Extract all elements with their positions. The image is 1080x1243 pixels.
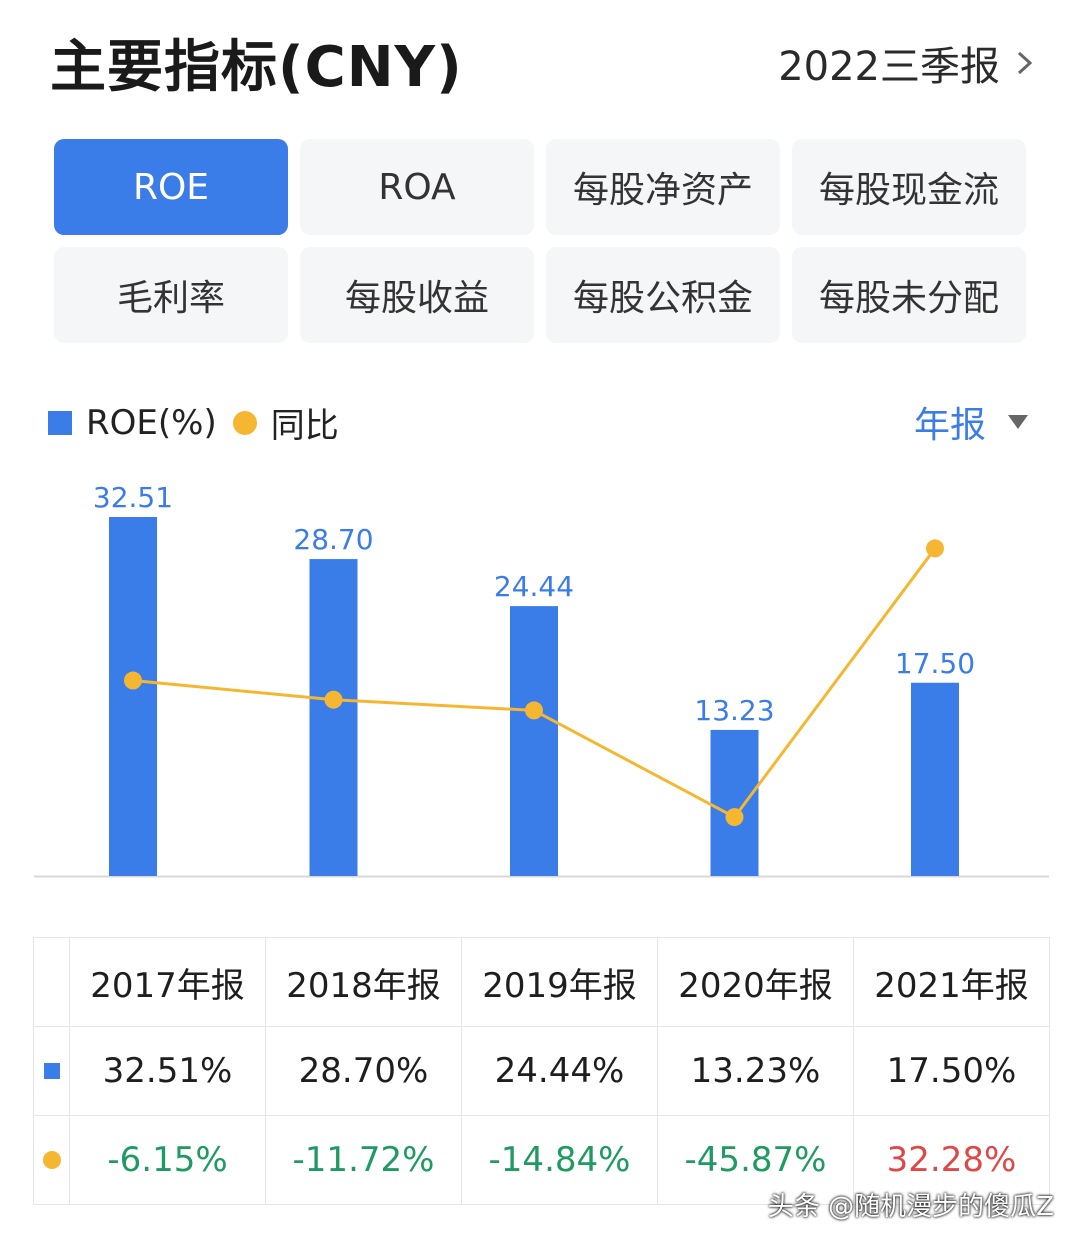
report-type-dropdown[interactable]: 年报 [914,396,1028,448]
table-header-cell: 2017年报 [70,938,266,1027]
metric-tabs: ROE ROA 每股净资产 每股现金流 毛利率 每股收益 每股公积金 每股未分配 [54,139,1026,343]
table-cell: 28.70% [266,1027,462,1116]
roe-bar [911,682,959,876]
dropdown-triangle-icon [1008,415,1028,429]
roe-bar [710,729,759,876]
table-cell: 17.50% [854,1027,1050,1116]
watermark: 头条 @随机漫步的傻瓜Z [767,1192,1054,1222]
bar-value-label: 13.23 [694,694,774,727]
yoy-point [926,539,944,558]
roe-bar [510,606,558,876]
yoy-row-marker [34,1116,70,1205]
page-title: 主要指标(CNY) [50,35,463,100]
table-header-cell: 2020年报 [658,938,854,1027]
tab-roa[interactable]: ROA [300,139,534,235]
report-type-label: 年报 [913,405,986,446]
table-cell: 32.28% [854,1116,1050,1205]
roe-bar [109,517,157,876]
period-selector[interactable]: 2022三季报 [778,34,1036,92]
roe-chart: 32.51 28.70 24.44 13.23 17.50 [34,481,1049,878]
tab-gross-margin[interactable]: 毛利率 [54,247,288,343]
chevron-right-icon [1017,51,1033,75]
tab-reserve-per-share[interactable]: 每股公积金 [546,247,780,343]
legend-line-swatch [232,410,257,435]
yoy-point [324,690,343,709]
tab-roe[interactable]: ROE [54,139,288,235]
table-header-cell: 2019年报 [462,938,658,1027]
tab-eps[interactable]: 每股收益 [300,247,534,343]
yoy-point [725,808,744,827]
table-corner-cell [34,938,70,1027]
chart-legend: ROE(%) 同比 [48,398,339,447]
table-cell: -11.72% [266,1116,462,1205]
blue-square-icon [43,1063,60,1079]
tab-cash-flow-per-share[interactable]: 每股现金流 [792,139,1026,235]
table-cell: 32.51% [70,1027,266,1116]
tab-undistributed-per-share[interactable]: 每股未分配 [792,247,1026,343]
bar-value-label: 32.51 [93,481,173,514]
table-cell: -45.87% [658,1116,854,1205]
table-row: 32.51% 28.70% 24.44% 13.23% 17.50% [34,1027,1050,1116]
orange-dot-icon [42,1151,61,1169]
table-cell: -14.84% [462,1116,658,1205]
roe-row-marker [34,1027,70,1116]
bar-value-label: 24.44 [494,570,574,603]
header: 主要指标(CNY) 2022三季报 [0,0,1080,120]
bar-value-label: 17.50 [895,647,975,680]
data-table: 2017年报 2018年报 2019年报 2020年报 2021年报 32.51… [33,937,1050,1205]
yoy-point [124,671,142,690]
bar-value-label: 28.70 [293,523,373,556]
table-header-cell: 2018年报 [266,938,462,1027]
table-header-cell: 2021年报 [854,938,1050,1027]
table-cell: -6.15% [70,1116,266,1205]
legend-bar-label: ROE(%) [86,402,217,443]
tab-net-assets-per-share[interactable]: 每股净资产 [546,139,780,235]
period-label: 2022三季报 [778,44,1000,90]
table-cell: 24.44% [462,1027,658,1116]
table-header-row: 2017年报 2018年报 2019年报 2020年报 2021年报 [34,938,1050,1027]
legend-line-label: 同比 [270,406,339,446]
table-cell: 13.23% [658,1027,854,1116]
roe-bar [309,559,358,876]
legend-bar-swatch [48,410,72,435]
table-row: -6.15% -11.72% -14.84% -45.87% 32.28% [34,1116,1050,1205]
yoy-point [525,701,543,720]
